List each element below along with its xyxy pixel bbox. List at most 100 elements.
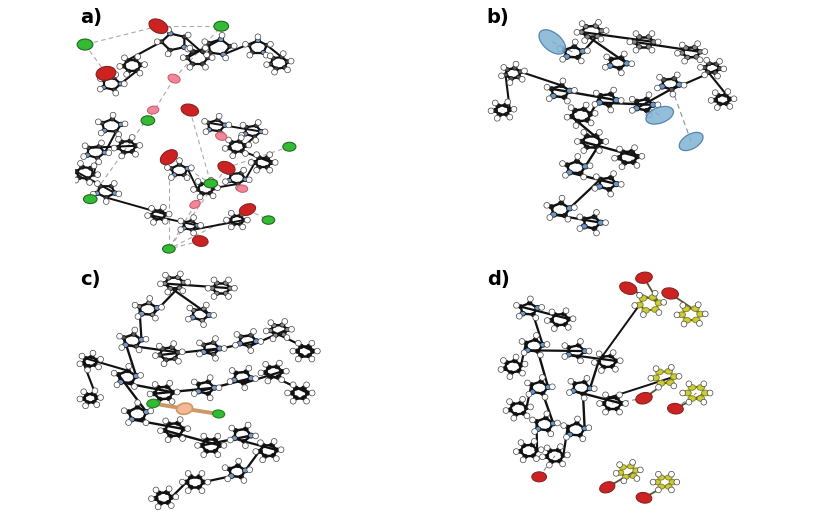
Ellipse shape	[245, 422, 251, 428]
Ellipse shape	[256, 156, 261, 160]
Ellipse shape	[200, 319, 204, 322]
Ellipse shape	[112, 191, 117, 195]
Ellipse shape	[589, 120, 594, 126]
Ellipse shape	[177, 403, 193, 414]
Ellipse shape	[311, 349, 316, 353]
Ellipse shape	[239, 223, 243, 226]
Ellipse shape	[593, 24, 598, 28]
Ellipse shape	[161, 361, 167, 367]
Ellipse shape	[584, 375, 590, 381]
Ellipse shape	[172, 173, 177, 177]
Ellipse shape	[291, 398, 296, 404]
Ellipse shape	[94, 363, 98, 367]
Ellipse shape	[121, 64, 126, 68]
Ellipse shape	[282, 66, 287, 70]
Ellipse shape	[665, 368, 672, 374]
Ellipse shape	[229, 224, 234, 230]
Ellipse shape	[546, 462, 552, 468]
Ellipse shape	[251, 51, 255, 54]
Ellipse shape	[680, 302, 685, 308]
Ellipse shape	[636, 392, 652, 404]
Ellipse shape	[101, 85, 106, 90]
Ellipse shape	[216, 118, 220, 122]
Ellipse shape	[593, 174, 599, 180]
Ellipse shape	[603, 139, 609, 145]
Ellipse shape	[94, 191, 100, 195]
Ellipse shape	[581, 148, 587, 154]
Ellipse shape	[545, 318, 550, 323]
Ellipse shape	[262, 454, 268, 458]
Ellipse shape	[112, 76, 116, 80]
Ellipse shape	[527, 296, 533, 302]
Ellipse shape	[606, 103, 612, 107]
Ellipse shape	[212, 355, 218, 361]
Ellipse shape	[217, 346, 223, 351]
Ellipse shape	[100, 121, 104, 125]
Ellipse shape	[168, 48, 173, 52]
Ellipse shape	[591, 386, 597, 391]
Ellipse shape	[602, 64, 608, 70]
Ellipse shape	[511, 106, 517, 112]
Ellipse shape	[239, 335, 243, 339]
Ellipse shape	[595, 34, 600, 39]
Ellipse shape	[665, 475, 672, 480]
Ellipse shape	[151, 391, 157, 396]
Ellipse shape	[195, 187, 199, 191]
Ellipse shape	[608, 176, 614, 180]
Ellipse shape	[521, 350, 527, 356]
Ellipse shape	[629, 107, 635, 113]
Ellipse shape	[613, 181, 619, 187]
Ellipse shape	[544, 416, 548, 420]
Ellipse shape	[239, 214, 243, 217]
Ellipse shape	[575, 159, 580, 163]
Ellipse shape	[240, 149, 245, 153]
Ellipse shape	[231, 436, 238, 441]
Ellipse shape	[525, 348, 531, 353]
Ellipse shape	[90, 350, 96, 356]
Ellipse shape	[201, 322, 207, 328]
Ellipse shape	[576, 355, 581, 359]
Ellipse shape	[95, 119, 101, 125]
Ellipse shape	[114, 129, 118, 134]
Ellipse shape	[608, 191, 614, 197]
Ellipse shape	[575, 154, 580, 159]
Ellipse shape	[262, 129, 268, 135]
Ellipse shape	[602, 409, 608, 415]
Ellipse shape	[301, 386, 306, 390]
Ellipse shape	[619, 164, 625, 170]
Ellipse shape	[106, 150, 112, 156]
Ellipse shape	[636, 272, 652, 283]
Ellipse shape	[562, 95, 567, 100]
Ellipse shape	[675, 50, 681, 56]
Ellipse shape	[253, 339, 260, 344]
Ellipse shape	[186, 488, 191, 494]
Ellipse shape	[523, 454, 527, 458]
Ellipse shape	[184, 175, 190, 181]
Ellipse shape	[185, 167, 190, 171]
Ellipse shape	[571, 205, 577, 211]
Ellipse shape	[179, 479, 186, 485]
Ellipse shape	[580, 139, 584, 144]
Ellipse shape	[596, 184, 602, 189]
Ellipse shape	[587, 163, 593, 169]
Ellipse shape	[182, 226, 186, 230]
Ellipse shape	[708, 97, 714, 103]
Ellipse shape	[602, 365, 606, 369]
Ellipse shape	[525, 380, 531, 386]
Ellipse shape	[129, 135, 135, 140]
Ellipse shape	[249, 333, 253, 337]
Ellipse shape	[519, 401, 523, 405]
Ellipse shape	[617, 66, 622, 70]
Ellipse shape	[668, 364, 674, 370]
Ellipse shape	[174, 389, 180, 395]
Ellipse shape	[731, 96, 737, 102]
Ellipse shape	[121, 81, 127, 86]
Ellipse shape	[167, 380, 173, 386]
Ellipse shape	[231, 43, 237, 49]
Ellipse shape	[582, 348, 588, 354]
Ellipse shape	[247, 177, 252, 183]
Ellipse shape	[201, 452, 207, 457]
Ellipse shape	[655, 39, 661, 45]
Ellipse shape	[176, 358, 182, 364]
Ellipse shape	[239, 475, 243, 479]
